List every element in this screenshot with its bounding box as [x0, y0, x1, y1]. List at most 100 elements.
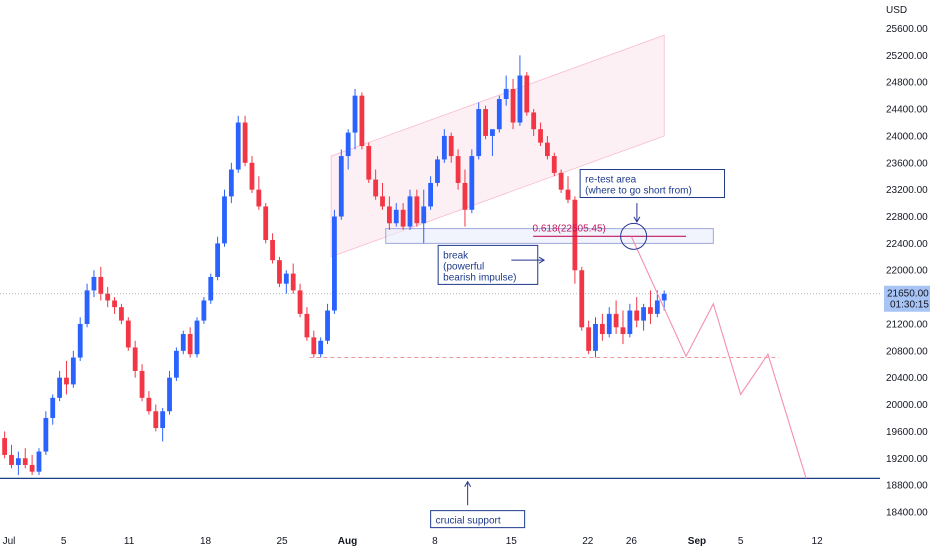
- candle: [455, 149, 461, 190]
- y-tick-label: 24000.00: [886, 131, 928, 142]
- candle: [50, 394, 56, 425]
- candle: [503, 75, 509, 106]
- candle: [579, 266, 585, 331]
- candle-body: [359, 95, 365, 147]
- candle-body: [503, 88, 509, 100]
- candle: [345, 129, 351, 170]
- candle: [119, 303, 124, 324]
- candle: [304, 307, 310, 341]
- candle-body: [648, 307, 653, 314]
- candle: [125, 317, 131, 351]
- x-tick-label: 15: [506, 536, 518, 547]
- y-tick-label: 25200.00: [886, 51, 928, 62]
- candle: [132, 340, 138, 378]
- candle-body: [160, 411, 166, 429]
- candle-body: [132, 347, 138, 371]
- candle: [510, 78, 516, 130]
- candle-body: [517, 75, 523, 123]
- candle-body: [91, 276, 97, 291]
- candle-body: [586, 327, 592, 351]
- candle: [201, 297, 207, 324]
- candle-body: [173, 350, 179, 378]
- candle-body: [311, 337, 317, 355]
- candle: [380, 182, 385, 210]
- candle: [167, 370, 172, 415]
- bar-countdown: 01:30:15: [890, 300, 929, 311]
- candle: [22, 448, 28, 469]
- candle: [386, 196, 392, 230]
- candle: [421, 189, 427, 244]
- candle-body: [565, 189, 571, 200]
- retest-label-box: [579, 169, 726, 199]
- candle: [441, 129, 447, 163]
- support-label-text: crucial support: [436, 516, 501, 527]
- candle: [524, 72, 530, 116]
- candle: [9, 444, 14, 469]
- candle-body: [352, 95, 358, 133]
- candle-body: [593, 323, 598, 351]
- candle: [606, 307, 612, 338]
- candle-body: [579, 270, 585, 328]
- candle-body: [146, 397, 152, 412]
- candle-body: [270, 240, 275, 261]
- candle: [146, 391, 152, 415]
- y-tick-label: 20400.00: [886, 373, 928, 384]
- x-tick-label: 8: [432, 536, 438, 547]
- candle-body: [187, 334, 193, 355]
- candle: [187, 327, 193, 358]
- candle: [277, 256, 282, 288]
- retest-circle: [620, 222, 648, 250]
- candle: [483, 105, 488, 140]
- candle: [57, 370, 62, 402]
- candle-body: [400, 209, 406, 227]
- candle-body: [407, 196, 413, 227]
- y-tick-label: 23600.00: [886, 158, 928, 169]
- last-price-value: 21650.00: [887, 289, 929, 300]
- candle: [531, 109, 537, 136]
- candle: [15, 451, 21, 476]
- candle-body: [613, 313, 619, 328]
- x-tick-label: 5: [61, 536, 67, 547]
- candle: [235, 115, 241, 173]
- candle: [620, 310, 626, 345]
- candle-body: [318, 340, 324, 355]
- candle-body: [242, 122, 248, 163]
- candle: [297, 283, 303, 318]
- candle-body: [366, 146, 372, 180]
- y-tick-label: 24800.00: [886, 78, 928, 89]
- candle: [476, 102, 482, 160]
- candle-body: [304, 313, 310, 338]
- y-tick-label: 22800.00: [886, 212, 928, 223]
- candle: [538, 122, 543, 147]
- candle: [469, 149, 475, 214]
- candle-body: [641, 307, 646, 321]
- candle: [572, 196, 578, 284]
- candle-body: [428, 182, 434, 207]
- projection-path: [630, 236, 807, 479]
- fib-label: 0.618(22505.45): [532, 223, 605, 234]
- candle-body: [345, 132, 351, 157]
- candle-body: [483, 109, 488, 136]
- candle: [2, 431, 8, 459]
- y-tick-label: 20800.00: [886, 346, 928, 357]
- candle-body: [421, 206, 427, 224]
- candle: [393, 203, 399, 227]
- y-tick-label: 25600.00: [886, 24, 928, 35]
- candle-body: [524, 75, 530, 113]
- candle: [400, 203, 406, 230]
- candle-body: [57, 377, 62, 398]
- candle: [112, 297, 117, 314]
- candle-body: [297, 290, 303, 314]
- candle: [551, 152, 557, 177]
- candle-body: [201, 300, 207, 321]
- candle-body: [22, 458, 28, 465]
- last-price-tag: [884, 285, 930, 312]
- y-tick-label: 22000.00: [886, 266, 928, 277]
- candle-body: [462, 182, 468, 210]
- candle-body: [15, 458, 21, 465]
- candle: [359, 92, 365, 150]
- candle: [270, 233, 275, 264]
- candle: [462, 169, 468, 227]
- candle-body: [84, 290, 90, 324]
